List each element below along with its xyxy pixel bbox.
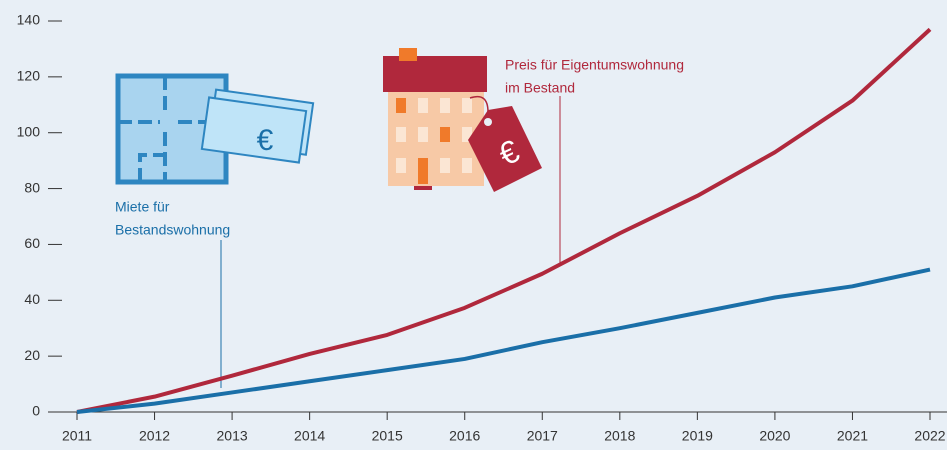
x-tick-label: 2012 — [139, 428, 170, 444]
x-tick-label: 2018 — [604, 428, 635, 444]
y-tick-label: 20 — [24, 347, 40, 363]
y-tick-label: 80 — [24, 179, 40, 195]
annotation: Bestandswohnung — [115, 222, 230, 238]
annotation: im Bestand — [505, 80, 575, 96]
x-tick-label: 2015 — [372, 428, 403, 444]
x-tick-label: 2020 — [759, 428, 790, 444]
y-tick-label: 60 — [24, 235, 40, 251]
money-icon: € — [200, 88, 315, 164]
line-series — [76, 27, 932, 414]
x-tick-label: 2019 — [682, 428, 713, 444]
annotation: Miete für — [115, 199, 170, 215]
y-tick-label: 120 — [17, 68, 41, 84]
line-series — [76, 267, 931, 414]
x-tick-label: 2014 — [294, 428, 325, 444]
x-tick-label: 2011 — [62, 428, 92, 444]
y-tick-label: 140 — [17, 12, 41, 28]
x-tick-label: 2022 — [914, 428, 945, 444]
x-tick-label: 2016 — [449, 428, 480, 444]
annotation: Preis für Eigentumswohnung — [505, 57, 684, 73]
y-tick-label: 100 — [17, 123, 41, 139]
y-tick-label: 0 — [32, 403, 40, 419]
price-tag-icon: € — [468, 95, 542, 192]
x-tick-label: 2017 — [527, 428, 558, 444]
x-tick-label: 2021 — [837, 428, 868, 444]
y-tick-label: 40 — [24, 291, 40, 307]
svg-text:€: € — [257, 124, 274, 157]
x-tick-label: 2013 — [217, 428, 248, 444]
house-icon — [383, 48, 487, 190]
